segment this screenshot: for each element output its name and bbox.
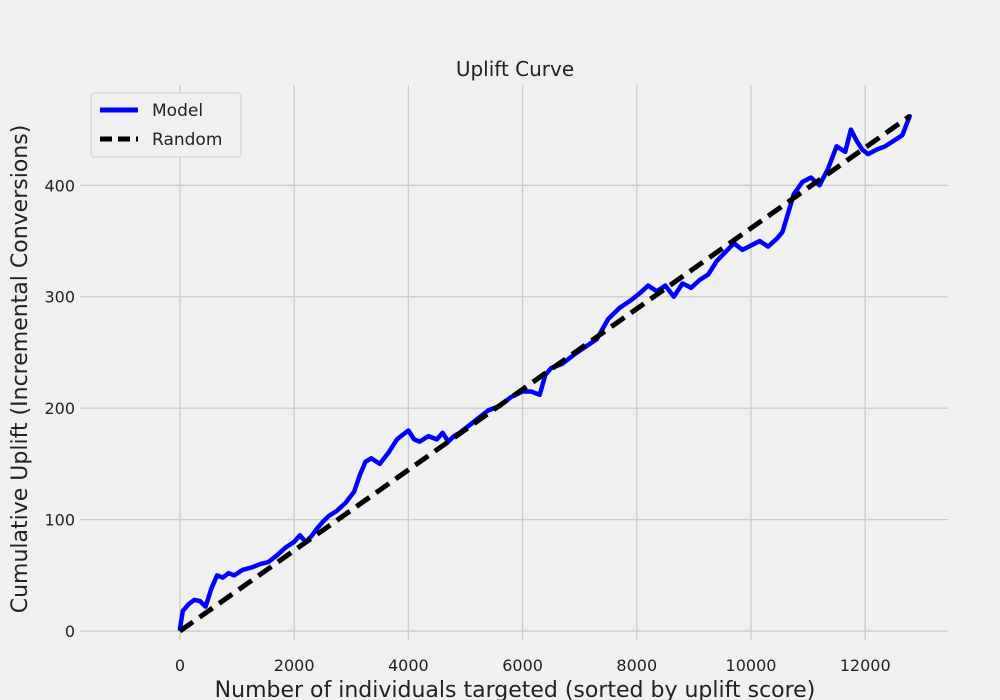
x-tick-label: 12000 xyxy=(840,656,891,675)
x-axis-label: Number of individuals targeted (sorted b… xyxy=(215,678,816,700)
y-tick-label: 400 xyxy=(44,176,75,195)
x-tick-label: 2000 xyxy=(274,656,315,675)
y-tick-label: 300 xyxy=(44,288,75,307)
chart-title: Uplift Curve xyxy=(456,57,574,81)
legend-random-label: Random xyxy=(152,130,222,150)
x-tick-label: 8000 xyxy=(616,656,657,675)
x-tick-label: 10000 xyxy=(726,656,777,675)
y-tick-label: 0 xyxy=(65,622,75,641)
x-tick-label: 4000 xyxy=(388,656,429,675)
y-tick-label: 200 xyxy=(44,399,75,418)
y-axis-label: Cumulative Uplift (Incremental Conversio… xyxy=(8,125,33,614)
legend: Model Random xyxy=(90,92,242,158)
series-layer xyxy=(177,113,912,634)
series-model-line xyxy=(177,113,912,632)
series-random-line xyxy=(178,114,912,634)
legend-model-label: Model xyxy=(152,101,203,121)
y-tick-label: 100 xyxy=(44,511,75,530)
grid xyxy=(80,85,948,640)
x-tick-label: 0 xyxy=(175,656,185,675)
x-tick-label: 6000 xyxy=(502,656,543,675)
tick-labels: 0 2000 4000 6000 8000 10000 12000 0 100 200 300 400 xyxy=(44,176,890,675)
